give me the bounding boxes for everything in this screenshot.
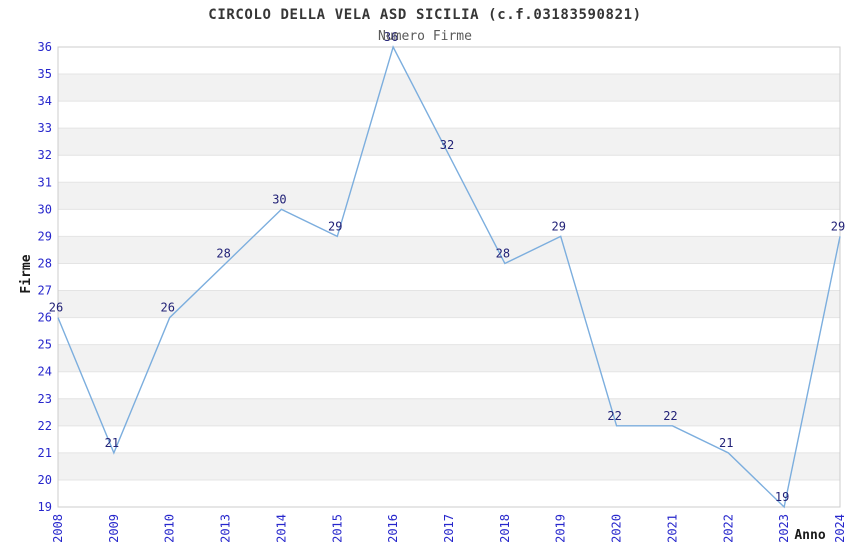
- y-tick-label: 36: [38, 40, 52, 54]
- y-tick-label: 26: [38, 311, 52, 325]
- data-point-label: 29: [831, 219, 845, 233]
- data-point-label: 21: [719, 436, 733, 450]
- y-axis-tick-labels: 19 20 21 22 23 24 25 26 27 28 29 30 31 32 33 34 35 36: [38, 40, 52, 514]
- x-tick-label: 2021: [665, 514, 679, 543]
- data-point-label: 22: [607, 409, 621, 423]
- series-line: [57, 45, 841, 509]
- stripe-band: [58, 452, 840, 480]
- x-axis-tick-labels: 2008 2009 2010 2013 2014 2015 2016 2017 2018 2019…: [51, 514, 847, 543]
- x-tick-label: 2016: [386, 514, 400, 543]
- data-point-label: 21: [105, 436, 119, 450]
- y-tick-label: 33: [38, 121, 52, 135]
- y-tick-label: 28: [38, 256, 52, 270]
- y-tick-label: 32: [38, 148, 52, 162]
- y-tick-label: 25: [38, 338, 52, 352]
- y-tick-label: 30: [38, 202, 52, 216]
- data-point-label: 22: [663, 409, 677, 423]
- data-point-label: 19: [775, 490, 789, 504]
- x-tick-label: 2022: [721, 514, 735, 543]
- y-tick-label: 24: [38, 365, 52, 379]
- data-point-label: 28: [216, 246, 230, 260]
- data-point-label: 29: [551, 219, 565, 233]
- data-point-label: 26: [49, 301, 63, 315]
- chart-subtitle: Numero Firme: [378, 29, 472, 44]
- x-tick-label: 2008: [51, 514, 65, 543]
- stripe-band: [58, 236, 840, 264]
- y-tick-label: 22: [38, 419, 52, 433]
- x-tick-label: 2018: [498, 514, 512, 543]
- data-point-label: 26: [160, 301, 174, 315]
- y-tick-label: 20: [38, 473, 52, 487]
- value-labels-group: 26 21 26 28 30 29 36 32 28 29 22 22 21 19 29: [49, 30, 845, 504]
- x-tick-label: 2009: [107, 514, 121, 543]
- y-tick-label: 34: [38, 94, 52, 108]
- series-group: [57, 45, 841, 509]
- stripe-bands-group: [58, 74, 840, 480]
- x-tick-label: 2017: [442, 514, 456, 543]
- x-tick-label: 2023: [777, 514, 791, 543]
- x-tick-label: 2014: [274, 514, 288, 543]
- stripe-band: [58, 128, 840, 156]
- data-point-label: 36: [384, 30, 398, 44]
- data-point-label: 28: [496, 246, 510, 260]
- y-tick-label: 27: [38, 284, 52, 298]
- x-tick-label: 2024: [833, 514, 847, 543]
- x-tick-label: 2015: [330, 514, 344, 543]
- y-tick-label: 29: [38, 229, 52, 243]
- stripe-band: [58, 398, 840, 426]
- data-point-label: 32: [440, 138, 454, 152]
- plot-frame: [57, 46, 841, 508]
- y-tick-label: 21: [38, 446, 52, 460]
- y-tick-label: 19: [38, 500, 52, 514]
- x-tick-label: 2013: [219, 514, 233, 543]
- stripe-band: [58, 344, 840, 372]
- gridlines-group: [58, 73, 840, 481]
- y-tick-label: 23: [38, 392, 52, 406]
- x-tick-label: 2010: [163, 514, 177, 543]
- y-axis-title: Firme: [19, 254, 34, 293]
- x-tick-label: 2019: [554, 514, 568, 543]
- stripe-band: [58, 290, 840, 318]
- y-tick-label: 31: [38, 175, 52, 189]
- data-point-label: 30: [272, 192, 286, 206]
- stripe-band: [58, 74, 840, 102]
- chart-title: CIRCOLO DELLA VELA ASD SICILIA (c.f.0318…: [208, 7, 641, 23]
- x-tick-label: 2020: [610, 514, 624, 543]
- stripe-band: [58, 182, 840, 210]
- data-point-label: 29: [328, 219, 342, 233]
- y-tick-label: 35: [38, 67, 52, 81]
- x-axis-title: Anno: [794, 528, 825, 543]
